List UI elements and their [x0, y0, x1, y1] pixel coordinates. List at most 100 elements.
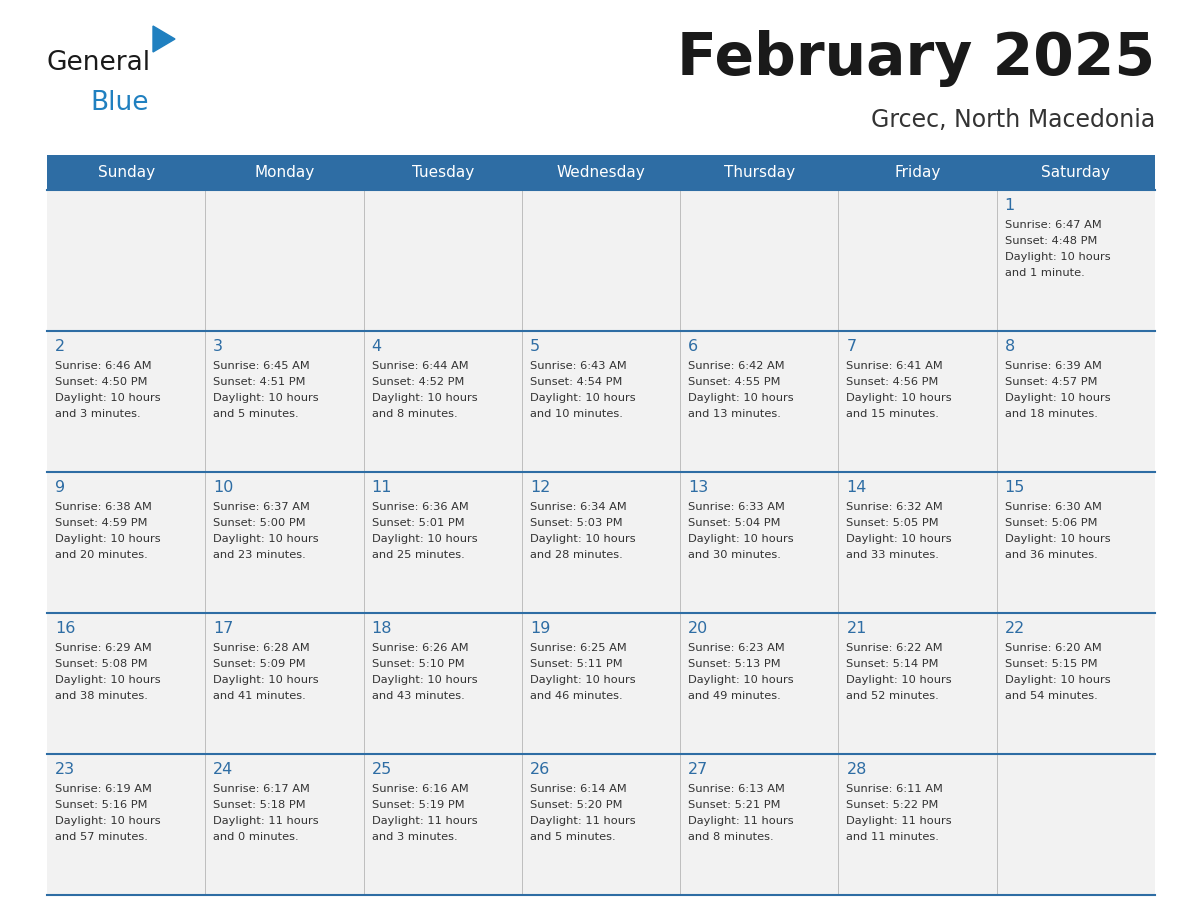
- Text: Friday: Friday: [895, 165, 941, 180]
- Text: Sunrise: 6:14 AM: Sunrise: 6:14 AM: [530, 784, 626, 794]
- Text: Sunset: 5:03 PM: Sunset: 5:03 PM: [530, 518, 623, 528]
- Text: Sunset: 5:14 PM: Sunset: 5:14 PM: [846, 659, 939, 669]
- Text: and 46 minutes.: and 46 minutes.: [530, 691, 623, 701]
- Text: and 52 minutes.: and 52 minutes.: [846, 691, 940, 701]
- Text: 6: 6: [688, 339, 699, 354]
- Text: 23: 23: [55, 762, 75, 777]
- Text: Sunset: 5:19 PM: Sunset: 5:19 PM: [372, 800, 465, 810]
- Text: Daylight: 10 hours: Daylight: 10 hours: [214, 534, 318, 544]
- Text: Thursday: Thursday: [723, 165, 795, 180]
- Text: Sunset: 5:08 PM: Sunset: 5:08 PM: [55, 659, 147, 669]
- Text: and 25 minutes.: and 25 minutes.: [372, 550, 465, 560]
- Text: Sunset: 4:55 PM: Sunset: 4:55 PM: [688, 377, 781, 387]
- Text: 14: 14: [846, 480, 867, 495]
- Text: Sunrise: 6:33 AM: Sunrise: 6:33 AM: [688, 502, 785, 512]
- Text: Sunset: 5:18 PM: Sunset: 5:18 PM: [214, 800, 307, 810]
- Text: Daylight: 10 hours: Daylight: 10 hours: [530, 675, 636, 685]
- Text: Sunset: 5:05 PM: Sunset: 5:05 PM: [846, 518, 939, 528]
- Text: and 49 minutes.: and 49 minutes.: [688, 691, 781, 701]
- Text: Daylight: 11 hours: Daylight: 11 hours: [846, 816, 952, 826]
- Text: Daylight: 10 hours: Daylight: 10 hours: [846, 393, 952, 403]
- Text: Daylight: 10 hours: Daylight: 10 hours: [530, 534, 636, 544]
- Text: Daylight: 10 hours: Daylight: 10 hours: [372, 393, 478, 403]
- Text: Daylight: 10 hours: Daylight: 10 hours: [372, 534, 478, 544]
- Text: 21: 21: [846, 621, 867, 636]
- Text: Sunday: Sunday: [97, 165, 154, 180]
- Polygon shape: [153, 26, 175, 52]
- Text: Daylight: 11 hours: Daylight: 11 hours: [214, 816, 318, 826]
- Text: Sunrise: 6:29 AM: Sunrise: 6:29 AM: [55, 643, 152, 653]
- Text: Sunrise: 6:17 AM: Sunrise: 6:17 AM: [214, 784, 310, 794]
- Text: Sunset: 4:50 PM: Sunset: 4:50 PM: [55, 377, 147, 387]
- Text: 20: 20: [688, 621, 708, 636]
- Text: and 54 minutes.: and 54 minutes.: [1005, 691, 1098, 701]
- Text: 5: 5: [530, 339, 541, 354]
- Text: Sunset: 5:22 PM: Sunset: 5:22 PM: [846, 800, 939, 810]
- Text: Sunrise: 6:19 AM: Sunrise: 6:19 AM: [55, 784, 152, 794]
- Bar: [48, 190, 1155, 331]
- Text: and 10 minutes.: and 10 minutes.: [530, 409, 623, 419]
- Text: Daylight: 10 hours: Daylight: 10 hours: [688, 393, 794, 403]
- Text: 8: 8: [1005, 339, 1015, 354]
- Text: Daylight: 10 hours: Daylight: 10 hours: [846, 534, 952, 544]
- Bar: [48, 331, 1155, 472]
- Text: and 8 minutes.: and 8 minutes.: [688, 832, 773, 842]
- Text: Sunset: 5:16 PM: Sunset: 5:16 PM: [55, 800, 147, 810]
- Text: Sunrise: 6:42 AM: Sunrise: 6:42 AM: [688, 361, 785, 371]
- Text: Sunrise: 6:38 AM: Sunrise: 6:38 AM: [55, 502, 152, 512]
- Text: Daylight: 10 hours: Daylight: 10 hours: [372, 675, 478, 685]
- Text: and 18 minutes.: and 18 minutes.: [1005, 409, 1098, 419]
- Text: Sunrise: 6:47 AM: Sunrise: 6:47 AM: [1005, 220, 1101, 230]
- Text: and 30 minutes.: and 30 minutes.: [688, 550, 781, 560]
- Text: General: General: [48, 50, 151, 76]
- Text: and 36 minutes.: and 36 minutes.: [1005, 550, 1098, 560]
- Text: Saturday: Saturday: [1042, 165, 1111, 180]
- Text: and 33 minutes.: and 33 minutes.: [846, 550, 940, 560]
- Text: February 2025: February 2025: [677, 30, 1155, 87]
- Text: Sunrise: 6:25 AM: Sunrise: 6:25 AM: [530, 643, 626, 653]
- Text: Blue: Blue: [90, 90, 148, 116]
- Text: Sunset: 5:04 PM: Sunset: 5:04 PM: [688, 518, 781, 528]
- Text: Daylight: 10 hours: Daylight: 10 hours: [1005, 534, 1111, 544]
- Text: 27: 27: [688, 762, 708, 777]
- Text: Sunrise: 6:43 AM: Sunrise: 6:43 AM: [530, 361, 626, 371]
- Text: 18: 18: [372, 621, 392, 636]
- Text: and 3 minutes.: and 3 minutes.: [55, 409, 140, 419]
- Text: Sunset: 5:11 PM: Sunset: 5:11 PM: [530, 659, 623, 669]
- Text: and 41 minutes.: and 41 minutes.: [214, 691, 307, 701]
- Text: Sunset: 5:00 PM: Sunset: 5:00 PM: [214, 518, 307, 528]
- Text: Daylight: 10 hours: Daylight: 10 hours: [55, 816, 160, 826]
- Text: Sunset: 5:20 PM: Sunset: 5:20 PM: [530, 800, 623, 810]
- Text: Sunrise: 6:16 AM: Sunrise: 6:16 AM: [372, 784, 468, 794]
- Text: Daylight: 10 hours: Daylight: 10 hours: [55, 534, 160, 544]
- Text: Sunset: 5:01 PM: Sunset: 5:01 PM: [372, 518, 465, 528]
- Text: Sunset: 5:09 PM: Sunset: 5:09 PM: [214, 659, 307, 669]
- Text: Sunset: 4:59 PM: Sunset: 4:59 PM: [55, 518, 147, 528]
- Text: and 43 minutes.: and 43 minutes.: [372, 691, 465, 701]
- Text: Sunset: 4:57 PM: Sunset: 4:57 PM: [1005, 377, 1098, 387]
- Text: Daylight: 10 hours: Daylight: 10 hours: [214, 675, 318, 685]
- Text: Sunrise: 6:39 AM: Sunrise: 6:39 AM: [1005, 361, 1101, 371]
- Text: and 13 minutes.: and 13 minutes.: [688, 409, 781, 419]
- Text: Daylight: 10 hours: Daylight: 10 hours: [688, 534, 794, 544]
- Text: 10: 10: [214, 480, 234, 495]
- Text: Daylight: 10 hours: Daylight: 10 hours: [55, 393, 160, 403]
- Text: Sunset: 4:52 PM: Sunset: 4:52 PM: [372, 377, 465, 387]
- Text: Sunset: 5:13 PM: Sunset: 5:13 PM: [688, 659, 781, 669]
- Text: Sunrise: 6:32 AM: Sunrise: 6:32 AM: [846, 502, 943, 512]
- Text: Sunset: 5:06 PM: Sunset: 5:06 PM: [1005, 518, 1098, 528]
- Text: Monday: Monday: [254, 165, 315, 180]
- Text: and 11 minutes.: and 11 minutes.: [846, 832, 940, 842]
- Text: Daylight: 10 hours: Daylight: 10 hours: [846, 675, 952, 685]
- Text: 24: 24: [214, 762, 234, 777]
- Text: and 38 minutes.: and 38 minutes.: [55, 691, 147, 701]
- Text: Sunrise: 6:45 AM: Sunrise: 6:45 AM: [214, 361, 310, 371]
- Text: and 23 minutes.: and 23 minutes.: [214, 550, 307, 560]
- Text: Daylight: 10 hours: Daylight: 10 hours: [214, 393, 318, 403]
- Text: Grcec, North Macedonia: Grcec, North Macedonia: [871, 108, 1155, 132]
- Text: and 15 minutes.: and 15 minutes.: [846, 409, 940, 419]
- Text: Sunrise: 6:26 AM: Sunrise: 6:26 AM: [372, 643, 468, 653]
- Text: Sunrise: 6:22 AM: Sunrise: 6:22 AM: [846, 643, 943, 653]
- Text: Sunrise: 6:36 AM: Sunrise: 6:36 AM: [372, 502, 468, 512]
- Text: and 20 minutes.: and 20 minutes.: [55, 550, 147, 560]
